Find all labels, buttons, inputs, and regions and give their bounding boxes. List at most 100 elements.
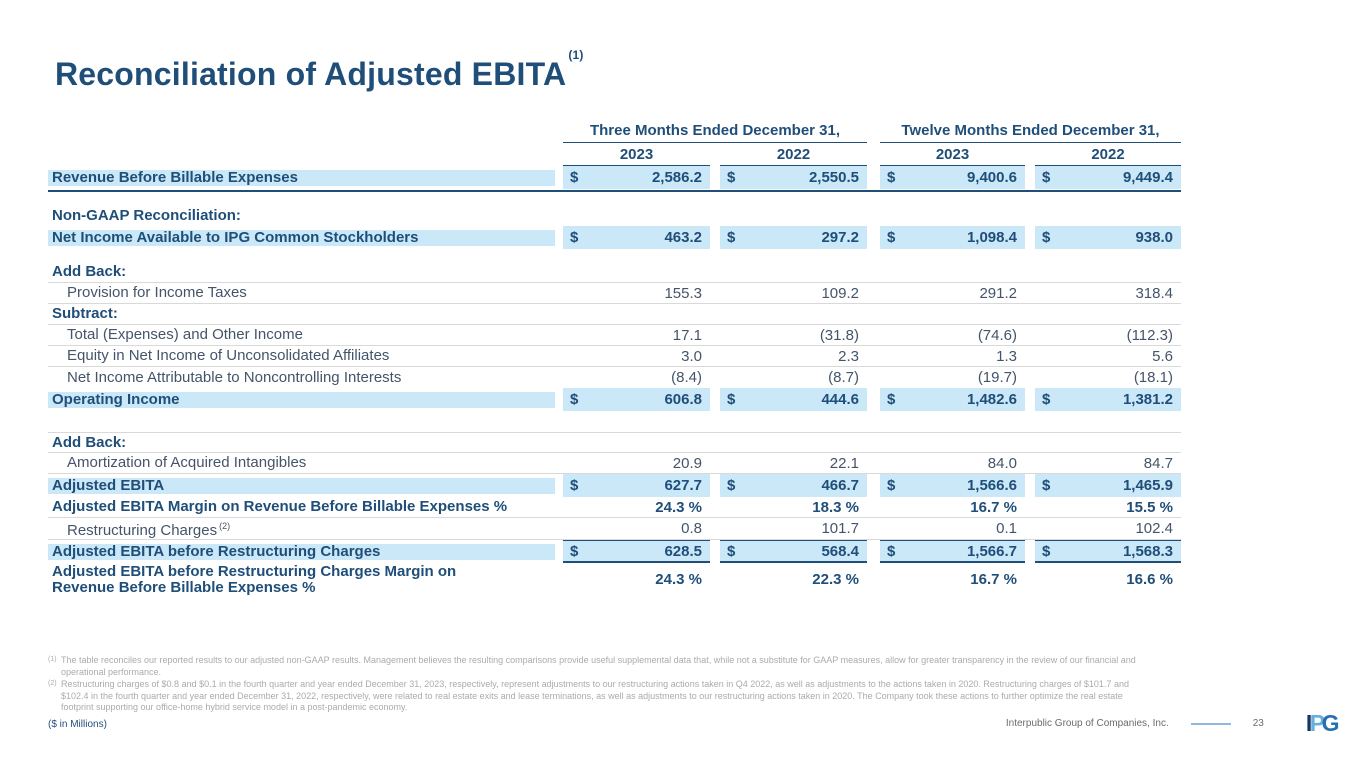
cell-value: $1,482.6 [880, 388, 1025, 411]
cell-value: (19.7) [880, 367, 1025, 388]
row-label: Adjusted EBITA [48, 478, 555, 494]
cell-value: $606.8 [563, 388, 710, 411]
page-number: 23 [1253, 718, 1264, 729]
cell-value: 16.6 % [1035, 563, 1181, 596]
currency-symbol: $ [570, 169, 578, 186]
cell-value: $628.5 [563, 540, 710, 563]
cell-value: 101.7 [720, 518, 867, 539]
table-row: Operating Income $606.8 $444.6 $1,482.6 … [48, 388, 1181, 411]
currency-symbol: $ [570, 391, 578, 408]
cell-value: 2.3 [720, 346, 867, 366]
row-label: Revenue Before Billable Expenses [48, 170, 555, 186]
cell-value: 3.0 [563, 346, 710, 366]
table-row: Net Income Attributable to Noncontrollin… [48, 367, 1181, 388]
cell-value: 22.1 [720, 453, 867, 473]
cell-value: $1,566.7 [880, 540, 1025, 563]
cell-value: 17.1 [563, 325, 710, 345]
cell-value: 22.3 % [720, 563, 867, 596]
section-row: Non-GAAP Reconciliation: [48, 205, 1181, 226]
cell-value: 16.7 % [880, 497, 1025, 517]
currency-symbol: $ [887, 229, 895, 246]
company-name: Interpublic Group of Companies, Inc. [1006, 718, 1169, 729]
currency-symbol: $ [727, 391, 735, 408]
cell-value: 5.6 [1035, 346, 1181, 366]
row-label: Adjusted EBITA Margin on Revenue Before … [48, 499, 555, 515]
table-row: Adjusted EBITA Margin on Revenue Before … [48, 497, 1181, 518]
cell-value: 102.4 [1035, 518, 1181, 539]
currency-symbol: $ [887, 543, 895, 560]
cell-value: $627.7 [563, 474, 710, 497]
cell-value: 291.2 [880, 283, 1025, 303]
table-row: Provision for Income Taxes 155.3 109.2 2… [48, 283, 1181, 304]
page-title-text: Reconciliation of Adjusted EBITA [55, 56, 566, 92]
cell-value: 318.4 [1035, 283, 1181, 303]
row-label: Equity in Net Income of Unconsolidated A… [48, 348, 555, 364]
table-row: Adjusted EBITA $627.7 $466.7 $1,566.6 $1… [48, 474, 1181, 497]
table-row: Adjusted EBITA before Restructuring Char… [48, 540, 1181, 563]
cell-value: 16.7 % [880, 563, 1025, 596]
cell-value: (18.1) [1035, 367, 1181, 388]
table-row: Restructuring Charges(2) 0.8 101.7 0.1 1… [48, 518, 1181, 540]
row-label: Adjusted EBITA before Restructuring Char… [48, 544, 555, 560]
cell-value: $938.0 [1035, 226, 1181, 249]
cell-value: $444.6 [720, 388, 867, 411]
cell-value: 24.3 % [563, 497, 710, 517]
cell-value: 1.3 [880, 346, 1025, 366]
currency-symbol: $ [570, 477, 578, 494]
row-label: Operating Income [48, 392, 555, 408]
row-label: Add Back: [48, 435, 555, 451]
cell-value: 15.5 % [1035, 497, 1181, 517]
row-label: Add Back: [48, 264, 555, 280]
cell-value: (8.4) [563, 367, 710, 388]
row-label: Amortization of Acquired Intangibles [48, 455, 555, 471]
table-row: Net Income Available to IPG Common Stock… [48, 226, 1181, 249]
table-row: Total (Expenses) and Other Income 17.1 (… [48, 325, 1181, 346]
title-footnote-marker: (1) [568, 48, 583, 62]
currency-symbol: $ [1042, 391, 1050, 408]
footer-divider [1191, 723, 1231, 725]
currency-symbol: $ [887, 477, 895, 494]
row-label: Net Income Attributable to Noncontrollin… [48, 370, 555, 386]
year-header: 2023 [563, 143, 710, 166]
col-group-header: Three Months Ended December 31, [563, 122, 867, 143]
cell-value: $466.7 [720, 474, 867, 497]
currency-symbol: $ [727, 543, 735, 560]
cell-value: $1,568.3 [1035, 540, 1181, 563]
section-row: Add Back: [48, 432, 1181, 453]
currency-symbol: $ [887, 169, 895, 186]
cell-value: 84.0 [880, 453, 1025, 473]
currency-symbol: $ [1042, 229, 1050, 246]
table-header-groups: Three Months Ended December 31, Twelve M… [48, 122, 1181, 143]
currency-symbol: $ [1042, 543, 1050, 560]
footer: Interpublic Group of Companies, Inc. 23 … [1006, 712, 1337, 735]
table-header-years: 2023 2022 2023 2022 [48, 143, 1181, 166]
cell-value: (8.7) [720, 367, 867, 388]
slide: Reconciliation of Adjusted EBITA(1) Thre… [0, 0, 1365, 768]
page-title: Reconciliation of Adjusted EBITA(1) [55, 56, 582, 93]
cell-value: 18.3 % [720, 497, 867, 517]
row-label: Total (Expenses) and Other Income [48, 327, 555, 343]
cell-value: $1,098.4 [880, 226, 1025, 249]
year-header: 2022 [720, 143, 867, 166]
units-label: ($ in Millions) [48, 719, 107, 730]
year-header: 2022 [1035, 143, 1181, 166]
cell-value: 84.7 [1035, 453, 1181, 473]
col-group-header: Twelve Months Ended December 31, [880, 122, 1181, 143]
cell-value: $9,400.6 [880, 166, 1025, 189]
row-label: Net Income Available to IPG Common Stock… [48, 230, 555, 246]
cell-value: $1,465.9 [1035, 474, 1181, 497]
cell-value: $297.2 [720, 226, 867, 249]
currency-symbol: $ [727, 169, 735, 186]
year-header: 2023 [880, 143, 1025, 166]
currency-symbol: $ [727, 477, 735, 494]
currency-symbol: $ [887, 391, 895, 408]
footnotes: (1)The table reconciles our reported res… [48, 655, 1153, 715]
cell-value: 109.2 [720, 283, 867, 303]
cell-value: 20.9 [563, 453, 710, 473]
footnote-marker: (2) [219, 521, 230, 531]
table-row: Equity in Net Income of Unconsolidated A… [48, 346, 1181, 367]
currency-symbol: $ [570, 543, 578, 560]
row-label: Non-GAAP Reconciliation: [48, 208, 555, 224]
cell-value: $1,566.6 [880, 474, 1025, 497]
currency-symbol: $ [1042, 477, 1050, 494]
